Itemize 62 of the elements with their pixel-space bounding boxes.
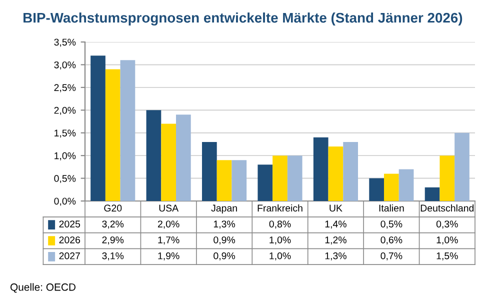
- bar: [216, 160, 232, 201]
- bar: [90, 56, 106, 201]
- bar: [343, 142, 358, 201]
- bar: [454, 132, 470, 201]
- bar: [369, 178, 384, 201]
- data-label: 0,6%: [380, 236, 402, 245]
- y-tick-label: 3,0%: [54, 61, 76, 70]
- data-label: 1,0%: [270, 236, 291, 245]
- data-label: 0,9%: [214, 236, 236, 245]
- data-label: 0,3%: [436, 220, 458, 229]
- x-tick-label: UK: [330, 204, 342, 212]
- data-label: 0,7%: [380, 252, 402, 260]
- x-tick-label: Frankreich: [258, 204, 302, 212]
- data-label: 1,3%: [325, 252, 346, 260]
- x-tick-label: Italien: [379, 204, 404, 212]
- data-label: 3,2%: [102, 220, 124, 229]
- x-tick-label: Deutschland: [420, 204, 474, 212]
- data-label: 1,2%: [325, 236, 346, 245]
- data-label: 0,5%: [380, 220, 402, 229]
- bar: [176, 114, 191, 201]
- bar: [146, 110, 162, 201]
- source-note: Quelle: OECD: [10, 283, 76, 293]
- data-label: 1,5%: [436, 252, 458, 260]
- data-label: 2,0%: [158, 220, 180, 229]
- y-tick-label: 0,0%: [54, 198, 76, 206]
- chart-title: BIP-Wachstumsprognosen entwickelte Märkte (Stand Jänner 2026): [24, 12, 462, 26]
- x-tick-label: Japan: [211, 204, 237, 214]
- y-tick-label: 2,5%: [54, 84, 76, 92]
- bar: [398, 169, 414, 201]
- data-label: 1,0%: [436, 236, 458, 245]
- bar: [202, 142, 217, 201]
- x-tick-label: G20: [104, 204, 122, 212]
- data-label: 1,4%: [325, 220, 346, 229]
- bar: [424, 187, 440, 201]
- data-label: 1,7%: [158, 236, 180, 245]
- y-tick-label: 0,5%: [54, 175, 76, 184]
- bar: [258, 164, 273, 201]
- bar: [120, 60, 136, 201]
- bar: [313, 137, 328, 201]
- data-label: 2,9%: [102, 236, 124, 245]
- legend-label: 2027: [59, 252, 80, 260]
- data-label: 0,8%: [269, 220, 291, 229]
- legend-label: 2025: [59, 220, 80, 228]
- y-tick-label: 3,5%: [54, 38, 76, 47]
- y-tick-label: 1,5%: [54, 130, 76, 138]
- bar: [287, 156, 302, 201]
- bar: [232, 160, 247, 201]
- bar: [272, 156, 288, 201]
- bar: [328, 146, 344, 201]
- x-tick-label: USA: [159, 204, 179, 212]
- bar: [440, 156, 455, 201]
- data-label: 1,3%: [214, 220, 236, 229]
- y-tick-label: 2,0%: [54, 106, 76, 115]
- bar: [161, 124, 176, 201]
- bar: [384, 174, 399, 201]
- data-label: 1,9%: [158, 252, 180, 260]
- data-label: 1,0%: [270, 252, 291, 260]
- data-label: 0,9%: [214, 252, 236, 260]
- bar: [105, 69, 120, 201]
- y-tick-label: 1,0%: [54, 152, 76, 160]
- data-label: 3,1%: [102, 252, 124, 260]
- legend-label: 2026: [59, 236, 80, 244]
